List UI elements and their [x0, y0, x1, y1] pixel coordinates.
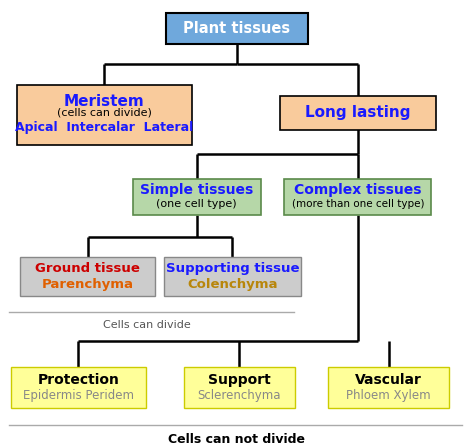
FancyBboxPatch shape	[17, 85, 192, 145]
Text: Meristem: Meristem	[64, 93, 145, 109]
Text: Protection: Protection	[37, 373, 119, 387]
Text: Epidermis Peridem: Epidermis Peridem	[23, 389, 134, 402]
Text: Sclerenchyma: Sclerenchyma	[198, 389, 281, 402]
FancyBboxPatch shape	[11, 367, 146, 408]
Text: Apical  Intercalar  Lateral: Apical Intercalar Lateral	[15, 121, 193, 134]
Text: Parenchyma: Parenchyma	[42, 278, 134, 291]
Text: Plant tissues: Plant tissues	[183, 21, 291, 36]
Text: Support: Support	[208, 373, 271, 387]
FancyBboxPatch shape	[20, 257, 155, 296]
Text: Complex tissues: Complex tissues	[294, 183, 421, 197]
FancyBboxPatch shape	[284, 179, 431, 215]
Text: Supporting tissue: Supporting tissue	[165, 262, 299, 276]
Text: Cells can not divide: Cells can not divide	[168, 433, 306, 443]
Text: (more than one cell type): (more than one cell type)	[292, 199, 424, 209]
FancyBboxPatch shape	[328, 367, 449, 408]
Text: Ground tissue: Ground tissue	[35, 262, 140, 276]
Text: (cells can divide): (cells can divide)	[57, 107, 152, 117]
Text: Colenchyma: Colenchyma	[187, 278, 277, 291]
FancyBboxPatch shape	[280, 97, 436, 129]
FancyBboxPatch shape	[166, 13, 308, 44]
Text: Long lasting: Long lasting	[305, 105, 410, 120]
Text: Cells can divide: Cells can divide	[103, 320, 191, 330]
Text: Phloem Xylem: Phloem Xylem	[346, 389, 431, 402]
Text: Simple tissues: Simple tissues	[140, 183, 253, 197]
FancyBboxPatch shape	[164, 257, 301, 296]
FancyBboxPatch shape	[133, 179, 261, 215]
Text: (one cell type): (one cell type)	[156, 199, 237, 209]
Text: Vascular: Vascular	[355, 373, 422, 387]
FancyBboxPatch shape	[184, 367, 295, 408]
